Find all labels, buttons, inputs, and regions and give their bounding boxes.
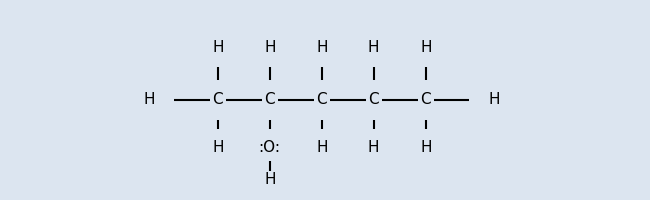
Text: H: H [420,140,432,154]
Text: C: C [317,92,327,108]
Text: H: H [316,40,328,54]
Text: :O:: :O: [259,140,281,154]
Text: H: H [368,140,380,154]
Text: H: H [368,40,380,54]
Text: C: C [265,92,275,108]
Text: H: H [488,92,500,108]
Text: H: H [264,171,276,186]
Text: H: H [212,140,224,154]
Text: C: C [369,92,379,108]
Text: H: H [420,40,432,54]
Text: H: H [316,140,328,154]
Text: C: C [421,92,431,108]
Text: C: C [213,92,223,108]
Text: H: H [212,40,224,54]
Text: H: H [144,92,155,108]
Text: H: H [264,40,276,54]
